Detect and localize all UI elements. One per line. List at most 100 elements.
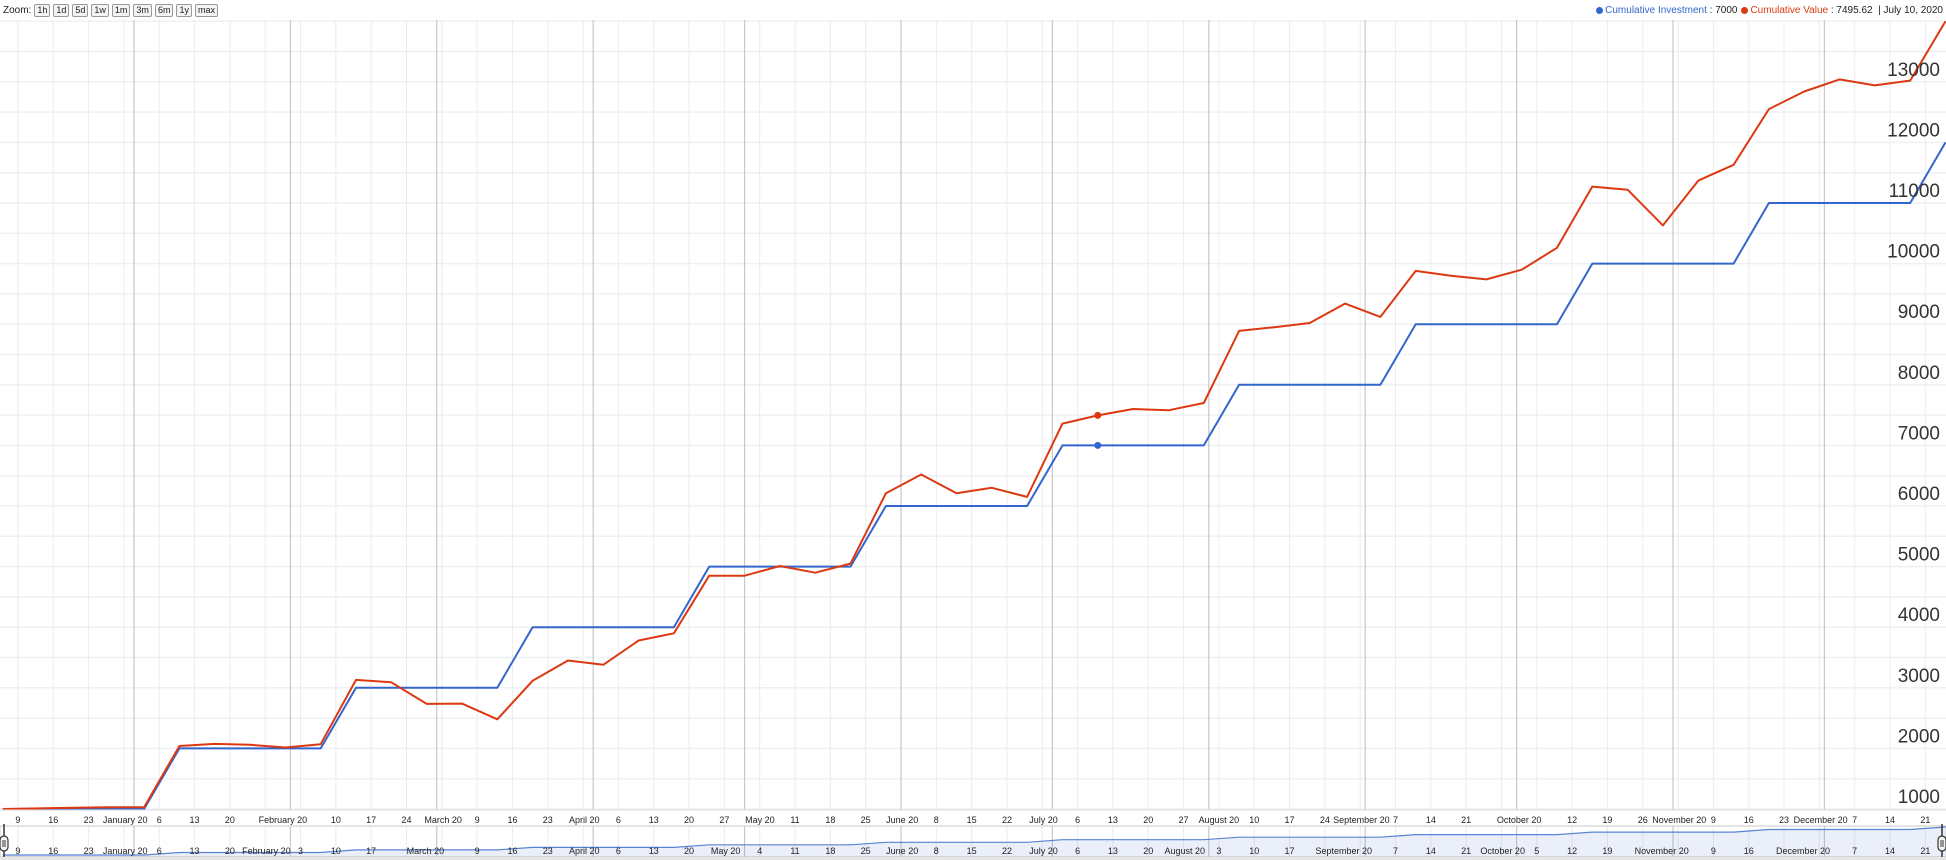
legend-date: | July 10, 2020 <box>1872 4 1943 16</box>
range-navigator[interactable]: 9 16 23 January 20 6 13 20 February 20 3 10 17 Marc… <box>0 824 1946 860</box>
x-tick-label: September 20 <box>1333 815 1390 825</box>
x-tick-label: 10 <box>331 815 341 825</box>
chart-toolbar: Zoom: 1h 1d 5d 1w 1m 3m 6m 1y max Cumula… <box>0 0 1946 20</box>
navigator-tick-label: 3 <box>1216 846 1221 856</box>
navigator-tick-label: June 20 <box>886 846 918 856</box>
navigator-tick-label: 13 <box>190 846 200 856</box>
x-tick-label: 19 <box>1602 815 1612 825</box>
x-tick-label: 16 <box>507 815 517 825</box>
navigator-tick-label: April 20 <box>569 846 600 856</box>
navigator-tick-label: July 20 <box>1029 846 1058 856</box>
navigator-tick-label: 7 <box>1393 846 1398 856</box>
x-tick-label: 17 <box>1285 815 1295 825</box>
x-tick-label: April 20 <box>569 815 600 825</box>
navigator-tick-label: 20 <box>684 846 694 856</box>
x-tick-label: 8 <box>934 815 939 825</box>
x-tick-label: 20 <box>1143 815 1153 825</box>
x-tick-label: 26 <box>1638 815 1648 825</box>
x-tick-label: March 20 <box>424 815 462 825</box>
x-tick-label: October 20 <box>1497 815 1542 825</box>
x-tick-label: 23 <box>543 815 553 825</box>
x-tick-label: 11 <box>790 815 799 825</box>
x-tick-label: 7 <box>1393 815 1398 825</box>
x-tick-label: 6 <box>1075 815 1080 825</box>
x-tick-label: 21 <box>1920 815 1930 825</box>
legend-investment-value: : 7000 <box>1706 4 1738 16</box>
x-axis-band <box>0 810 1946 826</box>
zoom-1h-button[interactable]: 1h <box>34 3 51 17</box>
x-tick-label: 6 <box>616 815 621 825</box>
y-tick-label: 7000 <box>1898 423 1940 444</box>
navigator-tick-label: 21 <box>1920 846 1930 856</box>
x-tick-label: 13 <box>1108 815 1118 825</box>
navigator-tick-label: 21 <box>1461 846 1471 856</box>
zoom-6m-button[interactable]: 6m <box>154 3 174 17</box>
navigator-tick-label: November 20 <box>1635 846 1689 856</box>
navigator-tick-label: 11 <box>790 846 799 856</box>
navigator-tick-label: 8 <box>934 846 939 856</box>
x-tick-label: 7 <box>1852 815 1857 825</box>
navigator-tick-label: 17 <box>1285 846 1295 856</box>
x-tick-label: 9 <box>15 815 20 825</box>
navigator-tick-label: 9 <box>1711 846 1716 856</box>
legend-value-name: Cumulative Value <box>1750 4 1829 16</box>
x-tick-label: 23 <box>1779 815 1789 825</box>
y-tick-label: 5000 <box>1898 545 1940 566</box>
zoom-1y-button[interactable]: 1y <box>176 3 192 17</box>
x-tick-label: 21 <box>1461 815 1471 825</box>
navigator-tick-label: December 20 <box>1776 846 1830 856</box>
x-tick-label: 16 <box>1744 815 1754 825</box>
x-tick-label: 22 <box>1002 815 1012 825</box>
y-tick-label: 4000 <box>1898 605 1940 626</box>
navigator-tick-label: 5 <box>1534 846 1539 856</box>
x-tick-label: 10 <box>1249 815 1259 825</box>
x-tick-label: 9 <box>475 815 480 825</box>
navigator-line <box>2 826 1946 856</box>
navigator-tick-label: 20 <box>225 846 235 856</box>
navigator-tick-label: 9 <box>15 846 20 856</box>
x-tick-label: 9 <box>1711 815 1716 825</box>
navigator-tick-label: October 20 <box>1480 846 1525 856</box>
navigator-handle-left-icon[interactable] <box>0 835 9 852</box>
zoom-1m-button[interactable]: 1m <box>111 3 131 17</box>
x-tick-label: 23 <box>84 815 94 825</box>
x-tick-label: February 20 <box>259 815 308 825</box>
zoom-3m-button[interactable]: 3m <box>133 3 152 17</box>
navigator-tick-label: 9 <box>475 846 480 856</box>
navigator-tick-label: 4 <box>757 846 762 856</box>
x-tick-label: 14 <box>1885 815 1895 825</box>
zoom-1d-button[interactable]: 1d <box>53 3 70 17</box>
y-tick-label: 12000 <box>1887 120 1940 141</box>
x-tick-label: 27 <box>719 815 729 825</box>
navigator-tick-label: 23 <box>84 846 94 856</box>
navigator-tick-label: 20 <box>1143 846 1153 856</box>
navigator-tick-label: August 20 <box>1165 846 1206 856</box>
navigator-tick-label: 23 <box>543 846 553 856</box>
navigator-scrollbar[interactable] <box>0 857 1946 860</box>
navigator-tick-label: 13 <box>1108 846 1118 856</box>
zoom-max-button[interactable]: max <box>194 3 218 17</box>
x-tick-label: 6 <box>157 815 162 825</box>
zoom-1w-button[interactable]: 1w <box>91 3 109 17</box>
x-tick-label: 24 <box>401 815 411 825</box>
y-tick-label: 10000 <box>1887 242 1940 263</box>
x-tick-label: 18 <box>825 815 835 825</box>
y-tick-label: 1000 <box>1898 787 1940 808</box>
navigator-handle-right-icon[interactable] <box>1937 835 1946 852</box>
x-tick-label: May 20 <box>745 815 775 825</box>
navigator-tick-label: 10 <box>331 846 341 856</box>
navigator-tick-label: 16 <box>48 846 58 856</box>
navigator-tick-label: 17 <box>366 846 376 856</box>
x-tick-label: 16 <box>48 815 58 825</box>
y-tick-label: 3000 <box>1898 666 1940 687</box>
navigator-tick-label: September 20 <box>1316 846 1373 856</box>
navigator-tick-label: 6 <box>1075 846 1080 856</box>
y-tick-label: 9000 <box>1898 302 1940 323</box>
zoom-5d-button[interactable]: 5d <box>72 3 89 17</box>
y-tick-label: 6000 <box>1898 484 1940 505</box>
x-tick-label: 24 <box>1320 815 1330 825</box>
navigator-tick-label: 19 <box>1602 846 1612 856</box>
legend-value-dot-icon <box>1741 6 1749 14</box>
highlight-marker <box>1094 441 1102 449</box>
